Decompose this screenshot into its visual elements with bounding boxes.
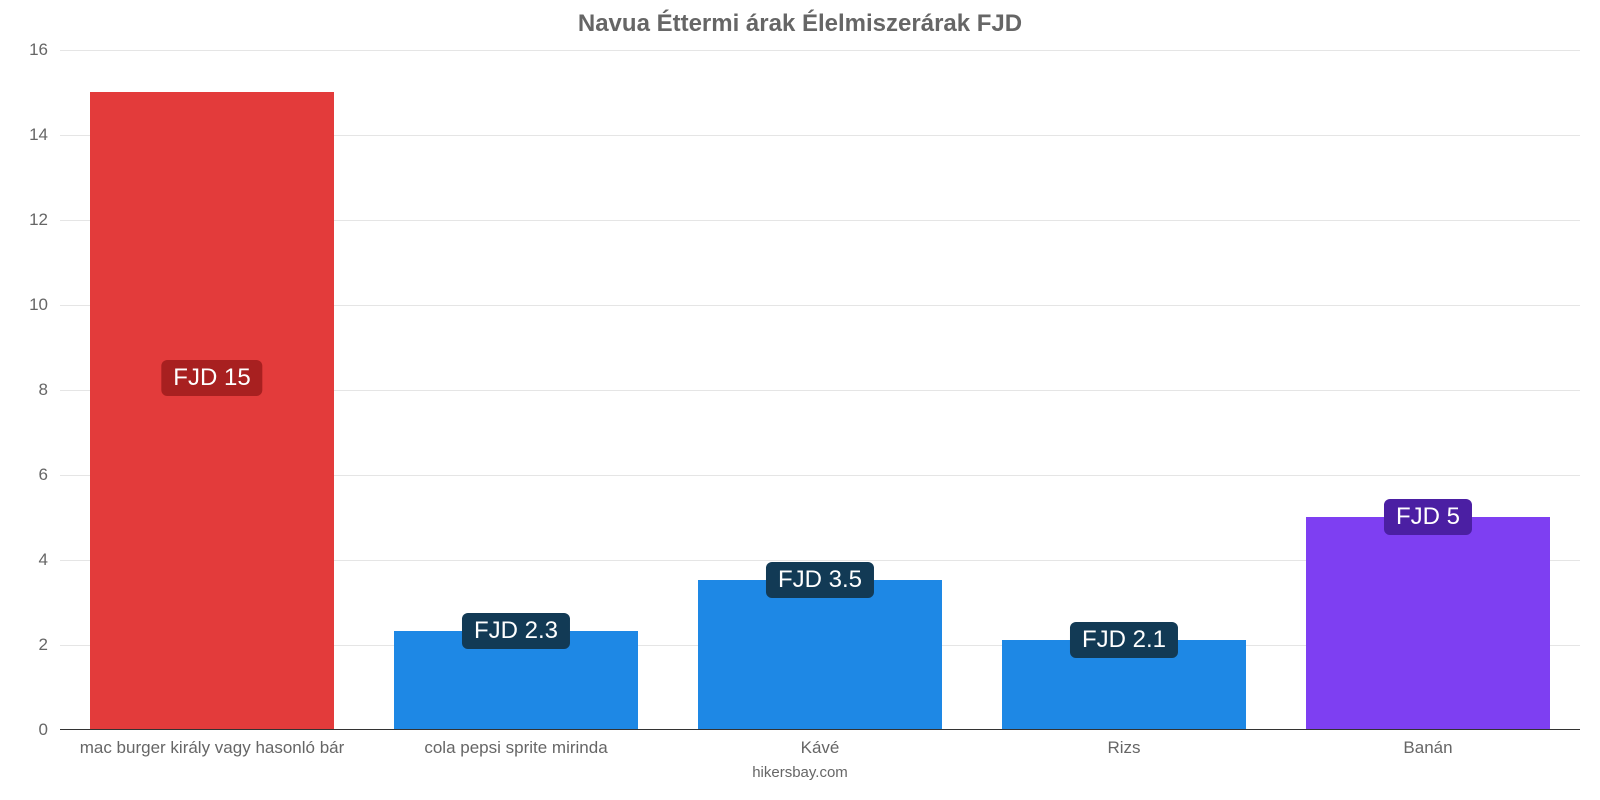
chart-area: 0246810121416FJD 15mac burger király vag…: [60, 50, 1580, 730]
y-tick-label: 10: [29, 295, 48, 315]
y-tick-label: 8: [39, 380, 48, 400]
gridline: [60, 50, 1580, 51]
y-tick-label: 2: [39, 635, 48, 655]
attribution-text: hikersbay.com: [752, 764, 848, 781]
y-tick-label: 12: [29, 210, 48, 230]
x-tick-label: Kávé: [801, 738, 840, 758]
value-badge: FJD 3.5: [766, 562, 874, 598]
x-tick-label: mac burger király vagy hasonló bár: [80, 738, 345, 758]
bar: FJD 15: [90, 92, 333, 730]
x-tick-label: Banán: [1403, 738, 1452, 758]
x-tick-label: cola pepsi sprite mirinda: [424, 738, 607, 758]
bar: FJD 5: [1306, 517, 1549, 730]
y-tick-label: 14: [29, 125, 48, 145]
x-tick-label: Rizs: [1107, 738, 1140, 758]
value-badge: FJD 2.3: [462, 613, 570, 649]
y-tick-label: 0: [39, 720, 48, 740]
y-tick-label: 4: [39, 550, 48, 570]
y-tick-label: 6: [39, 465, 48, 485]
plot-area: 0246810121416FJD 15mac burger király vag…: [60, 50, 1580, 730]
chart-title: Navua Éttermi árak Élelmiszerárak FJD: [0, 0, 1600, 38]
bar: FJD 3.5: [698, 580, 941, 729]
value-badge: FJD 5: [1384, 499, 1472, 535]
bar: FJD 2.1: [1002, 640, 1245, 729]
value-badge: FJD 2.1: [1070, 622, 1178, 658]
y-tick-label: 16: [29, 40, 48, 60]
value-badge: FJD 15: [161, 360, 262, 396]
bar: FJD 2.3: [394, 631, 637, 729]
